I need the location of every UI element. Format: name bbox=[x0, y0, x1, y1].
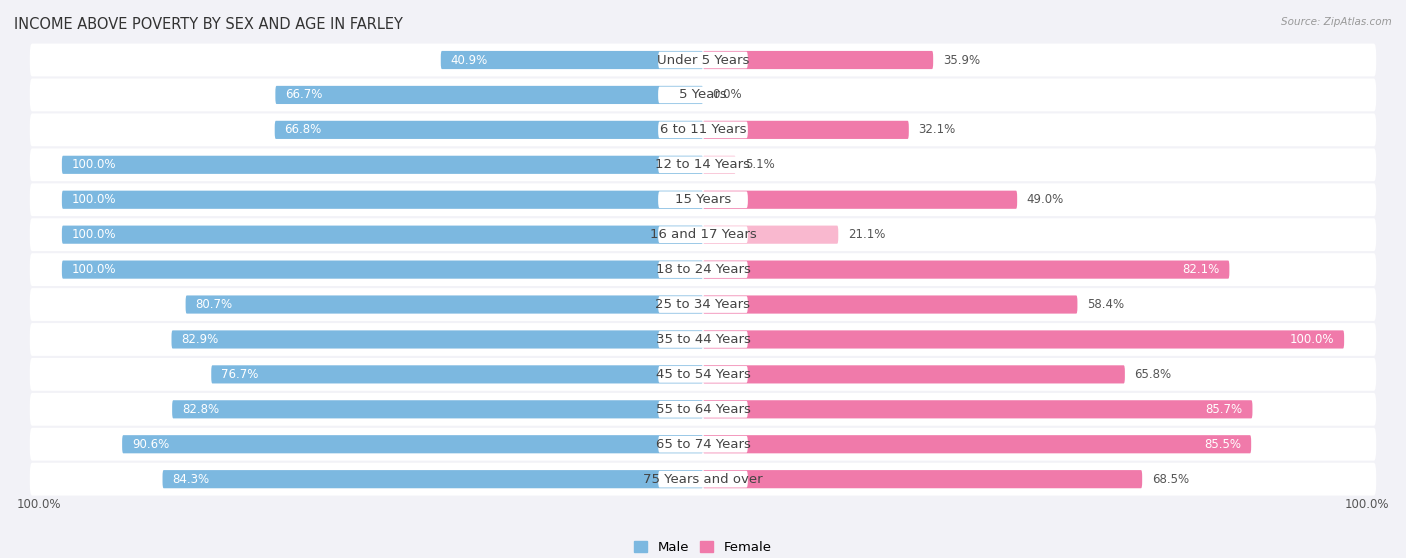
FancyBboxPatch shape bbox=[30, 393, 1376, 426]
FancyBboxPatch shape bbox=[703, 330, 1344, 349]
Text: 35.9%: 35.9% bbox=[943, 54, 980, 66]
FancyBboxPatch shape bbox=[172, 330, 703, 349]
FancyBboxPatch shape bbox=[658, 471, 748, 488]
FancyBboxPatch shape bbox=[658, 331, 748, 348]
FancyBboxPatch shape bbox=[703, 191, 1017, 209]
FancyBboxPatch shape bbox=[658, 296, 748, 313]
Text: 100.0%: 100.0% bbox=[72, 193, 115, 206]
FancyBboxPatch shape bbox=[658, 156, 748, 173]
FancyBboxPatch shape bbox=[62, 261, 703, 278]
Text: 85.7%: 85.7% bbox=[1206, 403, 1243, 416]
FancyBboxPatch shape bbox=[703, 470, 1142, 488]
FancyBboxPatch shape bbox=[440, 51, 703, 69]
Text: 75 Years and over: 75 Years and over bbox=[643, 473, 763, 485]
FancyBboxPatch shape bbox=[30, 253, 1376, 286]
FancyBboxPatch shape bbox=[703, 295, 1077, 314]
FancyBboxPatch shape bbox=[658, 227, 748, 243]
Text: 25 to 34 Years: 25 to 34 Years bbox=[655, 298, 751, 311]
FancyBboxPatch shape bbox=[30, 44, 1376, 76]
FancyBboxPatch shape bbox=[703, 435, 1251, 453]
Text: 90.6%: 90.6% bbox=[132, 437, 169, 451]
Text: 5 Years: 5 Years bbox=[679, 88, 727, 102]
FancyBboxPatch shape bbox=[211, 365, 703, 383]
Text: 45 to 54 Years: 45 to 54 Years bbox=[655, 368, 751, 381]
FancyBboxPatch shape bbox=[62, 225, 703, 244]
FancyBboxPatch shape bbox=[30, 288, 1376, 321]
Text: 68.5%: 68.5% bbox=[1152, 473, 1189, 485]
FancyBboxPatch shape bbox=[703, 365, 1125, 383]
Text: 0.0%: 0.0% bbox=[713, 88, 742, 102]
Text: 55 to 64 Years: 55 to 64 Years bbox=[655, 403, 751, 416]
Text: Source: ZipAtlas.com: Source: ZipAtlas.com bbox=[1281, 17, 1392, 27]
Text: 15 Years: 15 Years bbox=[675, 193, 731, 206]
Text: 82.9%: 82.9% bbox=[181, 333, 218, 346]
FancyBboxPatch shape bbox=[62, 156, 703, 174]
FancyBboxPatch shape bbox=[172, 400, 703, 418]
FancyBboxPatch shape bbox=[703, 400, 1253, 418]
Text: 82.1%: 82.1% bbox=[1182, 263, 1220, 276]
FancyBboxPatch shape bbox=[703, 156, 735, 174]
FancyBboxPatch shape bbox=[30, 184, 1376, 216]
FancyBboxPatch shape bbox=[703, 225, 838, 244]
FancyBboxPatch shape bbox=[703, 261, 1229, 278]
Text: 12 to 14 Years: 12 to 14 Years bbox=[655, 158, 751, 171]
Text: 100.0%: 100.0% bbox=[72, 263, 115, 276]
FancyBboxPatch shape bbox=[62, 191, 703, 209]
Text: 16 and 17 Years: 16 and 17 Years bbox=[650, 228, 756, 241]
Text: 100.0%: 100.0% bbox=[1344, 498, 1389, 511]
FancyBboxPatch shape bbox=[30, 463, 1376, 496]
Text: 40.9%: 40.9% bbox=[450, 54, 488, 66]
FancyBboxPatch shape bbox=[30, 323, 1376, 356]
Text: 100.0%: 100.0% bbox=[1291, 333, 1334, 346]
Text: 21.1%: 21.1% bbox=[848, 228, 886, 241]
FancyBboxPatch shape bbox=[186, 295, 703, 314]
Text: 76.7%: 76.7% bbox=[221, 368, 259, 381]
FancyBboxPatch shape bbox=[658, 86, 748, 103]
FancyBboxPatch shape bbox=[30, 358, 1376, 391]
Text: 66.7%: 66.7% bbox=[285, 88, 322, 102]
FancyBboxPatch shape bbox=[703, 51, 934, 69]
Text: 18 to 24 Years: 18 to 24 Years bbox=[655, 263, 751, 276]
FancyBboxPatch shape bbox=[30, 218, 1376, 251]
FancyBboxPatch shape bbox=[122, 435, 703, 453]
FancyBboxPatch shape bbox=[703, 121, 908, 139]
Text: 85.5%: 85.5% bbox=[1205, 437, 1241, 451]
FancyBboxPatch shape bbox=[30, 79, 1376, 112]
FancyBboxPatch shape bbox=[658, 366, 748, 383]
Text: 58.4%: 58.4% bbox=[1087, 298, 1125, 311]
FancyBboxPatch shape bbox=[30, 428, 1376, 461]
Text: 49.0%: 49.0% bbox=[1026, 193, 1064, 206]
Legend: Male, Female: Male, Female bbox=[628, 536, 778, 558]
FancyBboxPatch shape bbox=[658, 261, 748, 278]
FancyBboxPatch shape bbox=[658, 122, 748, 138]
Text: 65.8%: 65.8% bbox=[1135, 368, 1171, 381]
FancyBboxPatch shape bbox=[658, 52, 748, 69]
Text: 65 to 74 Years: 65 to 74 Years bbox=[655, 437, 751, 451]
Text: 100.0%: 100.0% bbox=[72, 158, 115, 171]
FancyBboxPatch shape bbox=[658, 401, 748, 418]
Text: Under 5 Years: Under 5 Years bbox=[657, 54, 749, 66]
Text: 6 to 11 Years: 6 to 11 Years bbox=[659, 123, 747, 136]
Text: 35 to 44 Years: 35 to 44 Years bbox=[655, 333, 751, 346]
FancyBboxPatch shape bbox=[658, 436, 748, 453]
Text: INCOME ABOVE POVERTY BY SEX AND AGE IN FARLEY: INCOME ABOVE POVERTY BY SEX AND AGE IN F… bbox=[14, 17, 404, 32]
Text: 5.1%: 5.1% bbox=[745, 158, 775, 171]
FancyBboxPatch shape bbox=[274, 121, 703, 139]
Text: 100.0%: 100.0% bbox=[17, 498, 62, 511]
FancyBboxPatch shape bbox=[30, 148, 1376, 181]
Text: 80.7%: 80.7% bbox=[195, 298, 232, 311]
Text: 84.3%: 84.3% bbox=[172, 473, 209, 485]
Text: 66.8%: 66.8% bbox=[284, 123, 322, 136]
FancyBboxPatch shape bbox=[30, 113, 1376, 146]
FancyBboxPatch shape bbox=[658, 191, 748, 208]
FancyBboxPatch shape bbox=[163, 470, 703, 488]
FancyBboxPatch shape bbox=[276, 86, 703, 104]
Text: 82.8%: 82.8% bbox=[181, 403, 219, 416]
Text: 100.0%: 100.0% bbox=[72, 228, 115, 241]
Text: 32.1%: 32.1% bbox=[918, 123, 956, 136]
